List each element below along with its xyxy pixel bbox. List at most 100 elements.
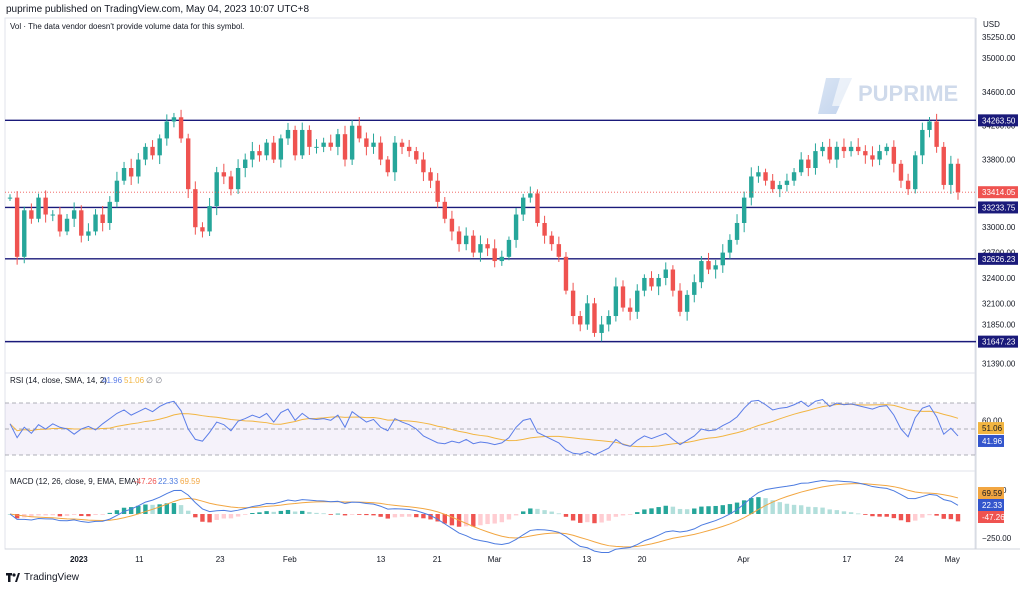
candle-body [128, 168, 134, 177]
time-tick-label: 2023 [70, 555, 88, 564]
candle-body [79, 210, 84, 236]
macd-histogram-bar [79, 514, 84, 517]
level-price-tag [978, 114, 1018, 127]
candle-body [271, 142, 276, 160]
last-price-tag [978, 186, 1018, 199]
candle-body [684, 294, 690, 312]
macd-histogram-bar [178, 505, 184, 514]
candle-body [36, 197, 41, 219]
macd-histogram-bar [221, 514, 227, 519]
candle-body [200, 227, 205, 232]
macd-histogram-bar [171, 503, 177, 514]
candle-body [228, 176, 234, 190]
candle-body [86, 231, 91, 236]
candle-body [463, 235, 469, 245]
candle-body [699, 261, 704, 283]
macd-histogram-bar [136, 505, 141, 514]
macd-histogram-bar [214, 514, 219, 520]
candle-body [185, 138, 191, 190]
macd-histogram-bar [706, 506, 711, 514]
macd-histogram-bar [278, 510, 284, 514]
macd-value-tag-label: 22.33 [982, 501, 1003, 510]
time-tick-label: Feb [283, 555, 297, 564]
price-tick-label: 33800.00 [982, 156, 1016, 165]
horizontal-levels[interactable]: 34263.50 33233.75 32626.23 31647.23 [5, 114, 1018, 348]
candle-body [414, 151, 419, 160]
candle-body [342, 134, 348, 160]
candle-body [29, 210, 34, 219]
level-price-label: 32626.23 [982, 255, 1016, 264]
macd-tick-label: −250.00 [982, 534, 1012, 543]
candle-body [278, 138, 284, 160]
candle-body [243, 159, 248, 169]
time-tick-label: 24 [895, 555, 904, 564]
candle-body [706, 261, 711, 270]
macd-histogram-bar [905, 514, 911, 523]
candle-body [43, 197, 48, 215]
time-tick-label: 13 [376, 555, 385, 564]
candle-body [841, 146, 847, 152]
candle-body [442, 201, 447, 219]
candle-body [14, 197, 20, 257]
rsi-ma-line [9, 403, 959, 448]
macd-histogram-bar [442, 514, 447, 524]
macd-histogram-bar [349, 514, 355, 515]
macd-histogram-bar [292, 511, 298, 514]
macd-histogram-bar [913, 514, 918, 521]
candle-body [763, 172, 768, 181]
time-tick-label: 13 [582, 555, 591, 564]
publish-header: puprime published on TradingView.com, Ma… [6, 4, 310, 15]
macd-histogram-bar [599, 514, 604, 523]
macd-histogram-bar [798, 505, 804, 514]
puprime-watermark: PUPRIME [818, 78, 958, 114]
price-tick-label: 32100.00 [982, 299, 1016, 308]
macd-histogram-bar [107, 512, 112, 514]
candle-body [250, 151, 255, 160]
candle-body [285, 129, 291, 139]
candle-body [164, 121, 170, 139]
macd-histogram-bar [585, 514, 590, 523]
macd-histogram-bar [399, 514, 405, 517]
candle-body [292, 129, 298, 156]
macd-histogram-bar [385, 514, 390, 519]
tradingview-footer: TradingView [6, 572, 79, 583]
price-axis-ticks: 35250.0035000.0034600.0034200.0033800.00… [982, 33, 1016, 368]
macd-histogram-bar [699, 506, 704, 514]
candle-body [592, 303, 597, 333]
candle-body [770, 180, 775, 190]
macd-histogram-bar [364, 514, 369, 516]
candle-body [71, 210, 77, 219]
time-tick-label: May [945, 555, 960, 564]
rsi-value: 41.96 [102, 376, 123, 385]
candle-body [485, 244, 490, 249]
price-tick-label: 35250.00 [982, 33, 1016, 42]
macd-histogram-bar [143, 504, 148, 514]
candle-body [948, 163, 954, 185]
macd-histogram-bar [57, 514, 63, 517]
macd-histogram-bar [528, 508, 533, 514]
candle-body [834, 146, 840, 160]
macd-histogram-bar [250, 513, 255, 514]
macd-histogram-bar [863, 514, 868, 515]
macd-value: 22.33 [158, 477, 179, 486]
price-tick-label: 31390.00 [982, 359, 1016, 368]
macd-histogram-bar [556, 513, 562, 515]
macd-histogram-bar [392, 514, 398, 518]
macd-histogram-bar [592, 514, 597, 524]
macd-histogram-bar [492, 514, 497, 524]
macd-histogram-bar [64, 514, 70, 516]
macd-histogram-bar [36, 514, 41, 516]
candle-body [406, 146, 412, 152]
candle-body [884, 146, 889, 152]
level-price-tag [978, 201, 1018, 214]
candle-body [920, 129, 925, 156]
macd-histogram-bar [228, 514, 234, 519]
time-tick-label: 23 [216, 555, 225, 564]
candle-body [720, 252, 725, 266]
macd-value-tag [978, 511, 1004, 523]
candle-body [670, 269, 676, 291]
candle-body [798, 159, 804, 173]
candle-body [791, 172, 797, 181]
candle-body [478, 244, 483, 253]
